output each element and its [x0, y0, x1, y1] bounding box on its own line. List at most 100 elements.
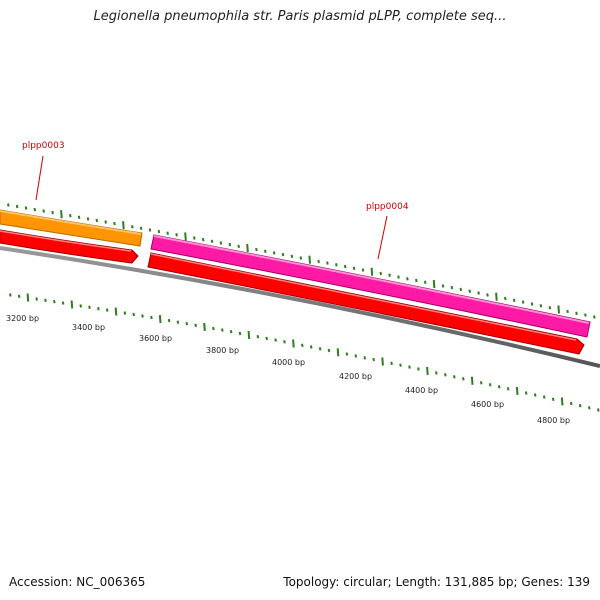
minor-tick [575, 311, 578, 315]
minor-tick [9, 293, 12, 297]
minor-tick [551, 397, 555, 401]
major-tick [381, 357, 384, 366]
minor-tick [265, 336, 268, 341]
minor-tick [194, 323, 197, 327]
minor-tick [317, 259, 320, 264]
minor-tick [588, 406, 591, 410]
minor-tick [530, 302, 534, 306]
bp-label: 3800 bp [206, 346, 239, 355]
minor-tick [417, 367, 420, 371]
minor-tick [221, 328, 224, 332]
minor-tick [450, 285, 454, 290]
minor-tick [468, 289, 471, 293]
minor-tick [363, 356, 367, 360]
minor-tick [343, 264, 347, 269]
major-tick [515, 386, 519, 395]
minor-tick [283, 340, 286, 344]
major-tick [70, 300, 74, 309]
minor-tick [97, 307, 100, 311]
minor-tick [504, 296, 507, 301]
bp-label: 3200 bp [6, 314, 39, 323]
minor-tick [167, 318, 171, 323]
minor-tick [593, 315, 596, 319]
major-tick [370, 267, 374, 276]
minor-tick [237, 244, 240, 248]
minor-tick [584, 313, 587, 317]
minor-tick [542, 395, 546, 399]
minor-tick [533, 393, 537, 397]
accession-label: Accession: NC_006365 [9, 575, 146, 589]
minor-tick [210, 239, 214, 243]
minor-tick [33, 207, 37, 212]
minor-tick [104, 220, 107, 224]
minor-tick [219, 241, 223, 245]
plasmid-backbone [0, 246, 600, 368]
major-tick [557, 305, 560, 314]
minor-tick [228, 242, 232, 247]
minor-tick [379, 271, 382, 276]
minor-tick [175, 233, 178, 237]
minor-tick [51, 210, 54, 215]
minor-tick [488, 383, 492, 387]
bp-label: 4400 bp [405, 386, 438, 395]
major-tick [470, 376, 474, 385]
minor-tick [105, 308, 109, 312]
minor-tick [539, 304, 543, 308]
minor-tick [548, 306, 552, 310]
gene-plpp0003[interactable] [0, 209, 143, 247]
minor-tick [388, 273, 391, 277]
minor-tick [327, 348, 331, 353]
minor-tick [290, 254, 294, 258]
minor-tick [506, 387, 510, 391]
minor-tick [397, 275, 400, 279]
major-tick [292, 339, 295, 348]
minor-tick [453, 375, 456, 379]
bp-label: 4200 bp [339, 372, 372, 381]
minor-tick [88, 305, 91, 309]
minor-tick [44, 298, 47, 302]
gene-label-pointer-plpp0003 [35, 155, 44, 201]
minor-tick [193, 236, 196, 240]
minor-tick [185, 322, 189, 326]
gene-label-plpp0004[interactable]: plpp0004 [366, 202, 409, 212]
minor-tick [35, 297, 38, 301]
minor-tick [42, 209, 45, 213]
minor-tick [299, 256, 303, 260]
minor-tick [79, 304, 82, 308]
upper-tick-row [7, 203, 596, 319]
minor-tick [352, 266, 356, 270]
minor-tick [423, 280, 427, 284]
gene-red-right[interactable] [147, 252, 585, 355]
minor-tick [441, 284, 445, 288]
minor-tick [459, 287, 463, 292]
minor-tick [435, 371, 438, 375]
major-tick [560, 397, 564, 406]
minor-tick [201, 238, 205, 242]
minor-tick [272, 251, 276, 255]
minor-tick [345, 352, 349, 356]
minor-tick [408, 365, 411, 369]
major-tick [426, 366, 429, 375]
gene-plpp0004[interactable] [150, 234, 591, 338]
bp-label: 3600 bp [139, 334, 172, 343]
minor-tick [95, 218, 99, 223]
minor-tick [139, 226, 143, 230]
minor-tick [150, 315, 153, 320]
major-tick [114, 307, 118, 316]
major-tick [26, 293, 30, 302]
minor-tick [141, 314, 144, 318]
minor-tick [131, 225, 134, 229]
minor-tick [15, 204, 19, 209]
minor-tick [24, 206, 28, 210]
gene-label-plpp0003[interactable]: plpp0003 [22, 141, 65, 151]
minor-tick [524, 391, 528, 395]
minor-tick [497, 385, 501, 389]
minor-tick [479, 381, 483, 385]
major-tick [247, 330, 251, 340]
bp-label: 4800 bp [537, 416, 570, 425]
gene-red-left[interactable] [0, 229, 139, 264]
minor-tick [212, 326, 215, 331]
bp-label: 4000 bp [272, 358, 305, 367]
minor-tick [255, 247, 258, 252]
major-tick [203, 322, 206, 331]
